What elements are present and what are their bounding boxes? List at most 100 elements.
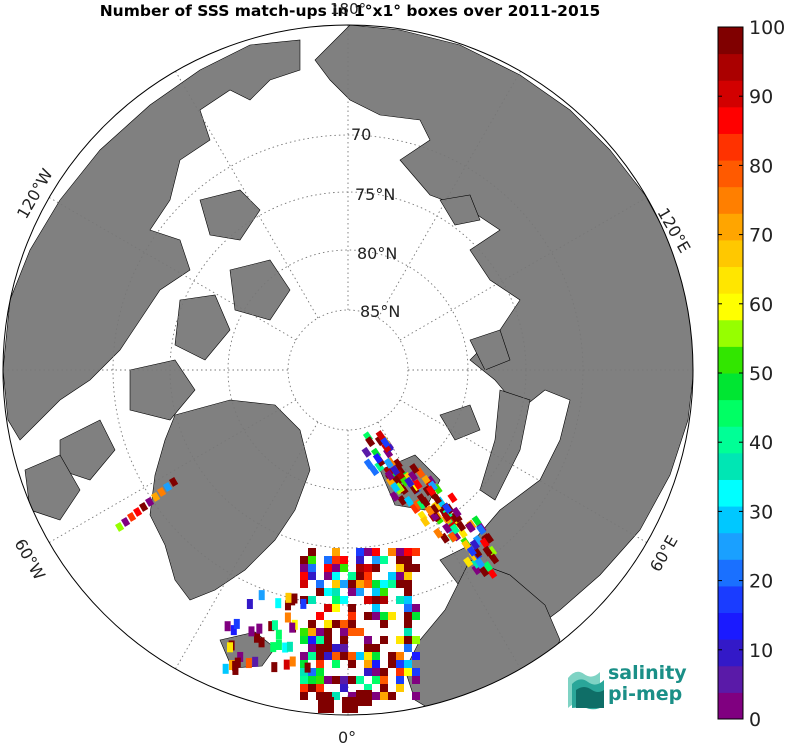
colorbar-band (718, 665, 743, 693)
matchup-cell (447, 492, 458, 504)
matchup-cell (289, 595, 296, 606)
lat-label-70: 70 (351, 125, 371, 144)
matchup-cell (364, 564, 372, 572)
polar-map: 70 75°N 80°N 85°N 180° 0° 120°W 60°W 120… (2, 0, 694, 747)
land-polygon (3, 39, 301, 441)
matchup-cell (404, 612, 412, 620)
figure-title: Number of SSS match-ups in 1°x1° boxes o… (99, 2, 601, 20)
matchup-cell (308, 636, 316, 644)
colorbar-tick-label: 50 (749, 363, 773, 385)
matchup-cell (479, 566, 490, 578)
matchup-cell (396, 668, 404, 676)
matchup-cell (324, 572, 332, 580)
matchup-cell (348, 588, 356, 596)
matchup-cell (487, 568, 498, 579)
matchup-cell (230, 625, 237, 636)
matchup-cell (163, 482, 173, 492)
logo-text-salinity: salinity (608, 662, 687, 684)
matchup-cell (364, 660, 372, 668)
matchup-cell (286, 641, 293, 652)
matchup-cell (469, 539, 480, 551)
colorbar-band (718, 639, 743, 667)
matchup-cell (404, 580, 412, 588)
matchup-cell (356, 690, 372, 706)
matchup-cell (372, 676, 380, 684)
matchup-cell (388, 548, 396, 556)
matchup-cell (284, 612, 291, 623)
matchup-cell (270, 642, 277, 653)
matchup-cell (427, 480, 438, 492)
matchup-cell (145, 497, 155, 507)
matchup-cell (348, 628, 356, 636)
colorbar-band (718, 585, 743, 614)
matchup-cell (404, 636, 412, 644)
matchup-cell (380, 596, 388, 604)
land-polygon (469, 329, 511, 371)
colorbar-tick-label: 60 (749, 294, 773, 316)
matchup-cell (447, 531, 458, 543)
matchup-cell (348, 612, 356, 620)
matchup-cell (248, 626, 255, 637)
matchup-cell (348, 660, 356, 668)
matchup-cell (340, 596, 348, 604)
matchup-cell (372, 660, 380, 668)
matchup-cell (356, 564, 364, 572)
matchup-cell (316, 652, 324, 660)
colorbar-tick-label: 70 (749, 225, 773, 247)
colorbar-tick-label: 100 (749, 17, 785, 39)
matchup-cell (404, 628, 412, 636)
matchup-cell (471, 515, 482, 527)
matchup-cell (275, 598, 282, 609)
matchup-cell (409, 463, 420, 474)
matchup-cell (316, 692, 324, 700)
matchup-cell (431, 493, 443, 505)
matchup-cell (396, 580, 404, 588)
matchup-cell (442, 502, 453, 514)
matchup-cell (364, 596, 372, 604)
matchup-cell (237, 651, 244, 662)
matchup-cell (157, 487, 167, 497)
matchup-cell (324, 644, 332, 652)
matchup-cell (340, 676, 348, 684)
matchup-cell (396, 548, 404, 556)
land-polygon (174, 294, 231, 361)
matchup-cell (388, 660, 396, 668)
matchup-cell (308, 572, 316, 580)
matchup-cell (372, 596, 380, 604)
colorbar-band (718, 106, 743, 134)
matchup-cell (316, 636, 324, 644)
matchup-cell (245, 658, 252, 669)
matchup-cell (126, 511, 137, 522)
matchup-cell (324, 636, 332, 644)
matchup-cell (372, 604, 380, 612)
matchup-cell (316, 588, 324, 596)
matchup-cell (396, 564, 404, 572)
matchup-cell (332, 588, 340, 596)
matchup-cell (285, 592, 292, 603)
matchup-cell (404, 660, 412, 668)
matchup-cell (363, 458, 374, 470)
matchup-cell (441, 511, 452, 523)
matchup-cell (300, 692, 308, 700)
matchup-cell (404, 604, 412, 612)
matchup-cell (489, 553, 500, 565)
matchup-cell (412, 668, 420, 676)
matchup-cell (380, 684, 388, 692)
matchup-cell (364, 548, 372, 556)
land-polygon (199, 189, 261, 241)
matchup-cell (472, 547, 483, 558)
matchup-cell (416, 498, 427, 510)
matchup-cell (420, 516, 431, 527)
matchup-cell (449, 523, 460, 535)
matchup-cell (300, 668, 308, 676)
matchup-cell (380, 668, 388, 676)
matchup-cell (332, 572, 340, 580)
matchup-cell (365, 436, 376, 448)
matchup-cell (275, 629, 282, 640)
matchup-cell (300, 636, 308, 644)
matchup-cell (412, 564, 420, 572)
matchup-cell (308, 620, 316, 628)
matchup-cell (372, 452, 383, 464)
matchup-cell (380, 588, 388, 596)
matchup-cell (332, 580, 340, 588)
